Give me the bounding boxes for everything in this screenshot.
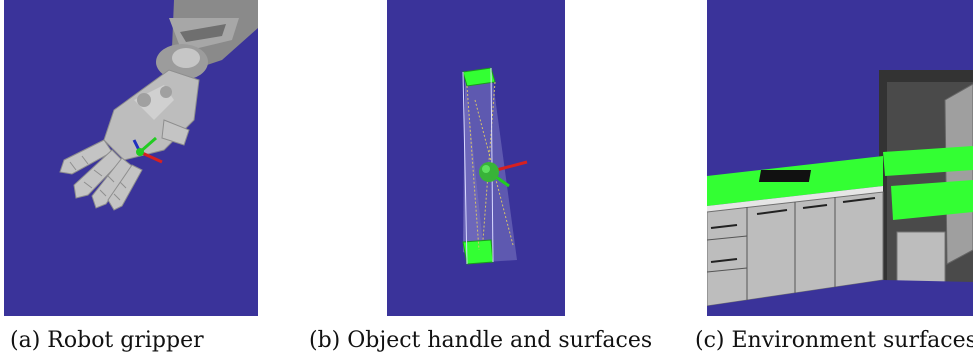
object-handle-illustration bbox=[462, 67, 528, 265]
sink bbox=[758, 170, 812, 182]
caption-a-label: (a) bbox=[10, 328, 41, 353]
shelf-surface-lower bbox=[891, 180, 973, 220]
environment-view bbox=[707, 0, 973, 316]
shelf-surface-upper bbox=[883, 146, 973, 176]
caption-a: (a) Robot gripper bbox=[10, 328, 204, 353]
caption-c-text: Environment surfaces bbox=[731, 328, 973, 353]
coordinate-frame-icon bbox=[132, 136, 163, 164]
caption-b-label: (b) bbox=[309, 328, 341, 353]
caption-a-text: Robot gripper bbox=[47, 328, 204, 353]
object-handle-view bbox=[387, 0, 565, 316]
caption-b: (b) Object handle and surfaces bbox=[309, 328, 652, 353]
environment-illustration bbox=[707, 70, 973, 316]
handle-frame-icon bbox=[479, 160, 528, 188]
caption-c-label: (c) bbox=[695, 328, 725, 353]
bottom-surface bbox=[462, 239, 494, 265]
caption-b-text: Object handle and surfaces bbox=[347, 328, 653, 353]
caption-c: (c) Environment surfaces bbox=[695, 328, 973, 353]
robot-gripper-view bbox=[4, 0, 258, 316]
robot-gripper-illustration bbox=[59, 0, 258, 211]
